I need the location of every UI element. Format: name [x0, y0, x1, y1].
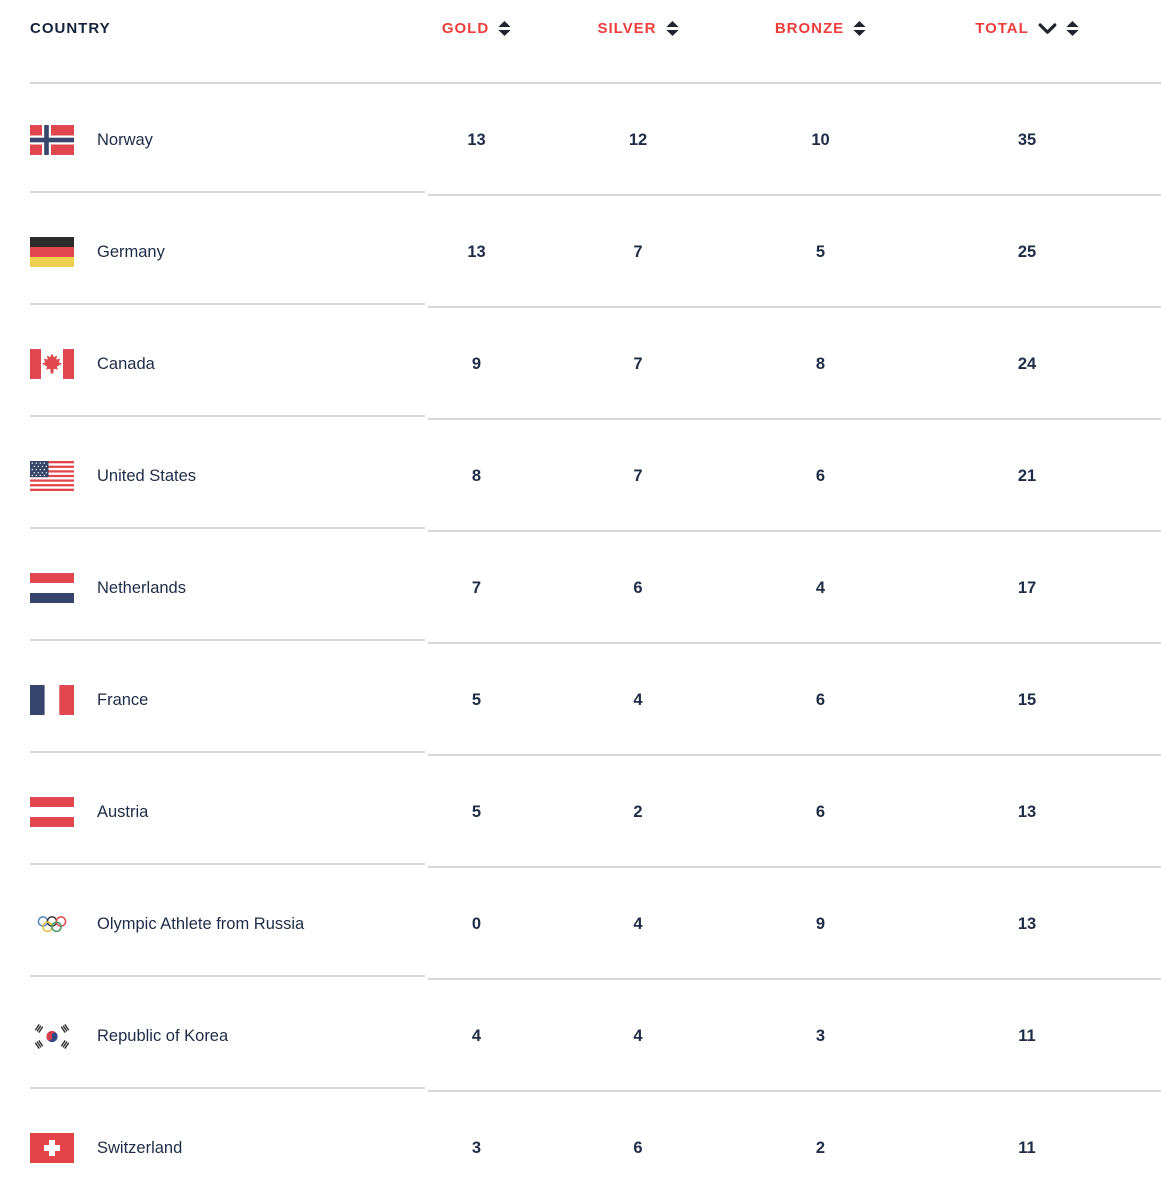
column-header-bronze[interactable]: BRONZE — [718, 16, 923, 40]
country-name: Germany — [97, 242, 165, 261]
total-cell: 21 — [1017, 466, 1037, 485]
country-name: Switzerland — [97, 1138, 183, 1157]
sort-icon[interactable] — [665, 20, 679, 36]
gold-cell: 9 — [471, 354, 482, 373]
bronze-cell: 9 — [815, 914, 826, 933]
gold-cell: 13 — [467, 130, 486, 149]
bronze-cell: 2 — [815, 1138, 826, 1157]
bronze-cell: 6 — [815, 690, 826, 709]
silver-cell: 7 — [633, 242, 643, 261]
total-cell: 17 — [1017, 578, 1037, 597]
bronze-cell: 6 — [815, 802, 826, 821]
silver-cell: 6 — [633, 1138, 643, 1157]
south-korea-flag-icon — [30, 1021, 74, 1051]
gold-cell: 0 — [471, 914, 482, 933]
bronze-cell: 5 — [815, 242, 826, 261]
column-header-total[interactable]: TOTAL — [923, 16, 1131, 40]
united-states-flag-icon — [30, 461, 74, 491]
country-name: France — [97, 690, 149, 709]
total-cell: 11 — [1018, 1138, 1036, 1157]
country-cell: Germany — [0, 196, 395, 308]
table-row: Republic of Korea 4 4 3 11 — [0, 980, 1161, 1092]
country-cell: Austria — [0, 756, 395, 868]
column-label: BRONZE — [774, 19, 845, 37]
table-row: Olympic Athlete from Russia 0 4 9 13 — [0, 868, 1161, 980]
table-row: Germany 13 7 5 25 — [0, 196, 1161, 308]
silver-cell: 4 — [633, 690, 643, 709]
table-row: Canada 9 7 8 24 — [0, 308, 1161, 420]
switzerland-flag-icon — [30, 1133, 74, 1163]
gold-cell: 5 — [471, 690, 482, 709]
country-cell: Switzerland — [0, 1092, 395, 1200]
country-cell: France — [0, 644, 395, 756]
silver-cell: 2 — [633, 802, 643, 821]
gold-cell: 8 — [471, 466, 482, 485]
country-name: United States — [97, 466, 197, 485]
gold-cell: 7 — [471, 578, 482, 597]
country-name: Canada — [97, 354, 155, 373]
silver-cell: 4 — [633, 1026, 643, 1045]
bronze-cell: 8 — [815, 354, 826, 373]
table-row: Norway 13 12 10 35 — [0, 84, 1161, 196]
column-header-country: COUNTRY — [0, 16, 395, 40]
country-cell: Norway — [0, 84, 395, 196]
total-cell: 13 — [1017, 914, 1037, 933]
silver-cell: 7 — [633, 466, 643, 485]
sort-icon[interactable] — [498, 20, 511, 36]
gold-cell: 13 — [467, 242, 486, 261]
table-header: COUNTRY GOLD SILVER BRONZE TOTAL — [0, 0, 1161, 84]
gold-cell: 5 — [471, 802, 482, 821]
country-name: Republic of Korea — [97, 1026, 229, 1045]
chevron-down-icon — [1038, 23, 1057, 34]
column-label: TOTAL — [975, 19, 1029, 37]
country-name: Netherlands — [97, 578, 186, 597]
netherlands-flag-icon — [30, 573, 74, 603]
country-name: Austria — [97, 802, 149, 821]
total-cell: 24 — [1017, 354, 1037, 373]
table-row: United States 8 7 6 21 — [0, 420, 1161, 532]
table-row: Switzerland 3 6 2 11 — [0, 1092, 1161, 1200]
silver-cell: 7 — [633, 354, 643, 373]
column-header-silver[interactable]: SILVER — [558, 16, 718, 40]
column-header-gold[interactable]: GOLD — [395, 16, 558, 40]
country-cell: Netherlands — [0, 532, 395, 644]
column-label: GOLD — [441, 19, 490, 37]
country-cell: Republic of Korea — [0, 980, 395, 1092]
column-label: COUNTRY — [30, 19, 111, 37]
silver-cell: 12 — [628, 130, 648, 149]
country-name: Olympic Athlete from Russia — [97, 914, 305, 933]
total-cell: 35 — [1017, 130, 1037, 149]
table-row: Netherlands 7 6 4 17 — [0, 532, 1161, 644]
norway-flag-icon — [30, 125, 74, 155]
austria-flag-icon — [30, 797, 74, 827]
olympic-rings-icon — [30, 909, 74, 939]
country-cell: United States — [0, 420, 395, 532]
bronze-cell: 4 — [815, 578, 826, 597]
table-row: Austria 5 2 6 13 — [0, 756, 1161, 868]
gold-cell: 3 — [471, 1138, 482, 1157]
silver-cell: 6 — [633, 578, 643, 597]
bronze-cell: 3 — [815, 1026, 826, 1045]
column-label: SILVER — [597, 19, 657, 37]
bronze-cell: 6 — [815, 466, 826, 485]
sort-icon[interactable] — [1066, 20, 1079, 36]
country-name: Norway — [97, 130, 153, 149]
france-flag-icon — [30, 685, 74, 715]
sort-icon[interactable] — [853, 20, 866, 36]
gold-cell: 4 — [471, 1026, 482, 1045]
germany-flag-icon — [30, 237, 74, 267]
bronze-cell: 10 — [811, 130, 830, 149]
country-cell: Canada — [0, 308, 395, 420]
total-cell: 11 — [1018, 1026, 1036, 1045]
total-cell: 13 — [1017, 802, 1037, 821]
table-row: France 5 4 6 15 — [0, 644, 1161, 756]
country-cell: Olympic Athlete from Russia — [0, 868, 395, 980]
total-cell: 15 — [1017, 690, 1037, 709]
silver-cell: 4 — [633, 914, 643, 933]
canada-flag-icon — [30, 349, 74, 379]
total-cell: 25 — [1017, 242, 1037, 261]
